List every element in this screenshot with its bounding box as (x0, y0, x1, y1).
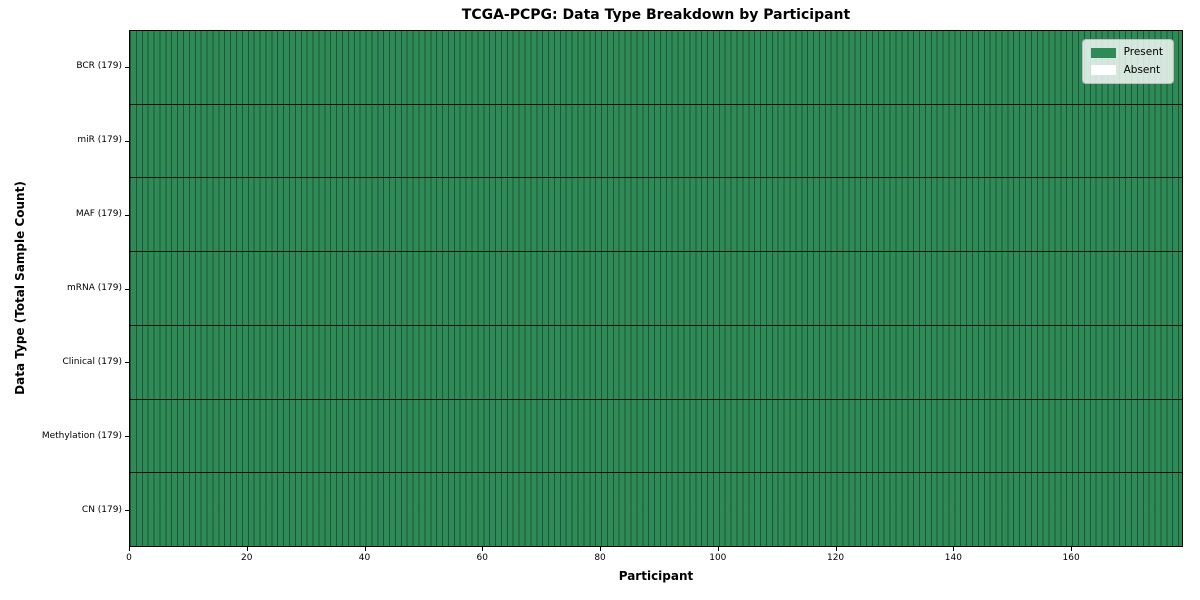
plot-area: Present Absent (129, 30, 1183, 547)
y-tick-label: Methylation (179) (41, 430, 122, 441)
heatmap-row-Methylation (130, 400, 1182, 474)
legend-swatch-absent (1090, 65, 1116, 76)
y-tick-label: BCR (179) (76, 61, 122, 72)
legend-entry-present: Present (1090, 46, 1163, 59)
x-tick-label: 0 (126, 553, 132, 563)
legend-label: Present (1123, 46, 1163, 58)
x-tick-mark (1071, 547, 1073, 551)
heatmap-row-CN (130, 473, 1182, 546)
heatmap-row-Clinical (130, 326, 1182, 400)
x-tick-label: 160 (1062, 553, 1080, 563)
x-tick-label: 100 (709, 553, 727, 563)
y-tick-label: MAF (179) (75, 209, 122, 220)
y-tick-label: mRNA (179) (67, 283, 122, 293)
x-tick-label: 60 (476, 553, 489, 563)
y-tick-mark (125, 66, 129, 68)
legend-label: Absent (1123, 63, 1161, 76)
legend-swatch-present (1090, 47, 1116, 58)
heatmap-row-MAF (130, 178, 1182, 253)
y-tick-mark (125, 436, 129, 438)
y-tick-mark (125, 140, 129, 142)
y-tick-mark (125, 362, 129, 364)
x-tick-label: 80 (594, 553, 606, 563)
heatmap-rows (130, 31, 1182, 546)
x-tick-label: 120 (826, 553, 845, 563)
y-tick-mark (125, 214, 129, 216)
chart-title: TCGA-PCPG: Data Type Breakdown by Partic… (461, 7, 851, 23)
x-tick-label: 140 (944, 553, 962, 563)
y-tick-label: Clinical (179) (62, 356, 122, 367)
x-tick-mark (953, 547, 955, 551)
x-tick-mark (482, 547, 484, 551)
legend-entry-absent: Absent (1090, 63, 1163, 77)
x-tick-mark (246, 547, 248, 551)
x-tick-mark (717, 547, 719, 551)
participant-grid-lines (130, 31, 1182, 546)
x-axis-label: Participant (618, 569, 694, 583)
x-tick-label: 40 (358, 553, 371, 563)
legend: Present Absent (1081, 39, 1174, 85)
x-tick-mark (600, 547, 602, 551)
x-tick-mark (835, 547, 837, 551)
heatmap-row-miR (130, 105, 1182, 179)
x-tick-mark (364, 547, 366, 551)
heatmap-row-mRNA (130, 252, 1182, 326)
x-tick-mark (129, 547, 130, 551)
x-tick-label: 20 (241, 553, 253, 563)
y-tick-label: miR (179) (77, 135, 122, 146)
y-tick-mark (125, 288, 129, 290)
y-tick-label: CN (179) (81, 504, 122, 515)
heatmap-row-BCR (130, 31, 1182, 105)
y-tick-mark (125, 510, 129, 512)
